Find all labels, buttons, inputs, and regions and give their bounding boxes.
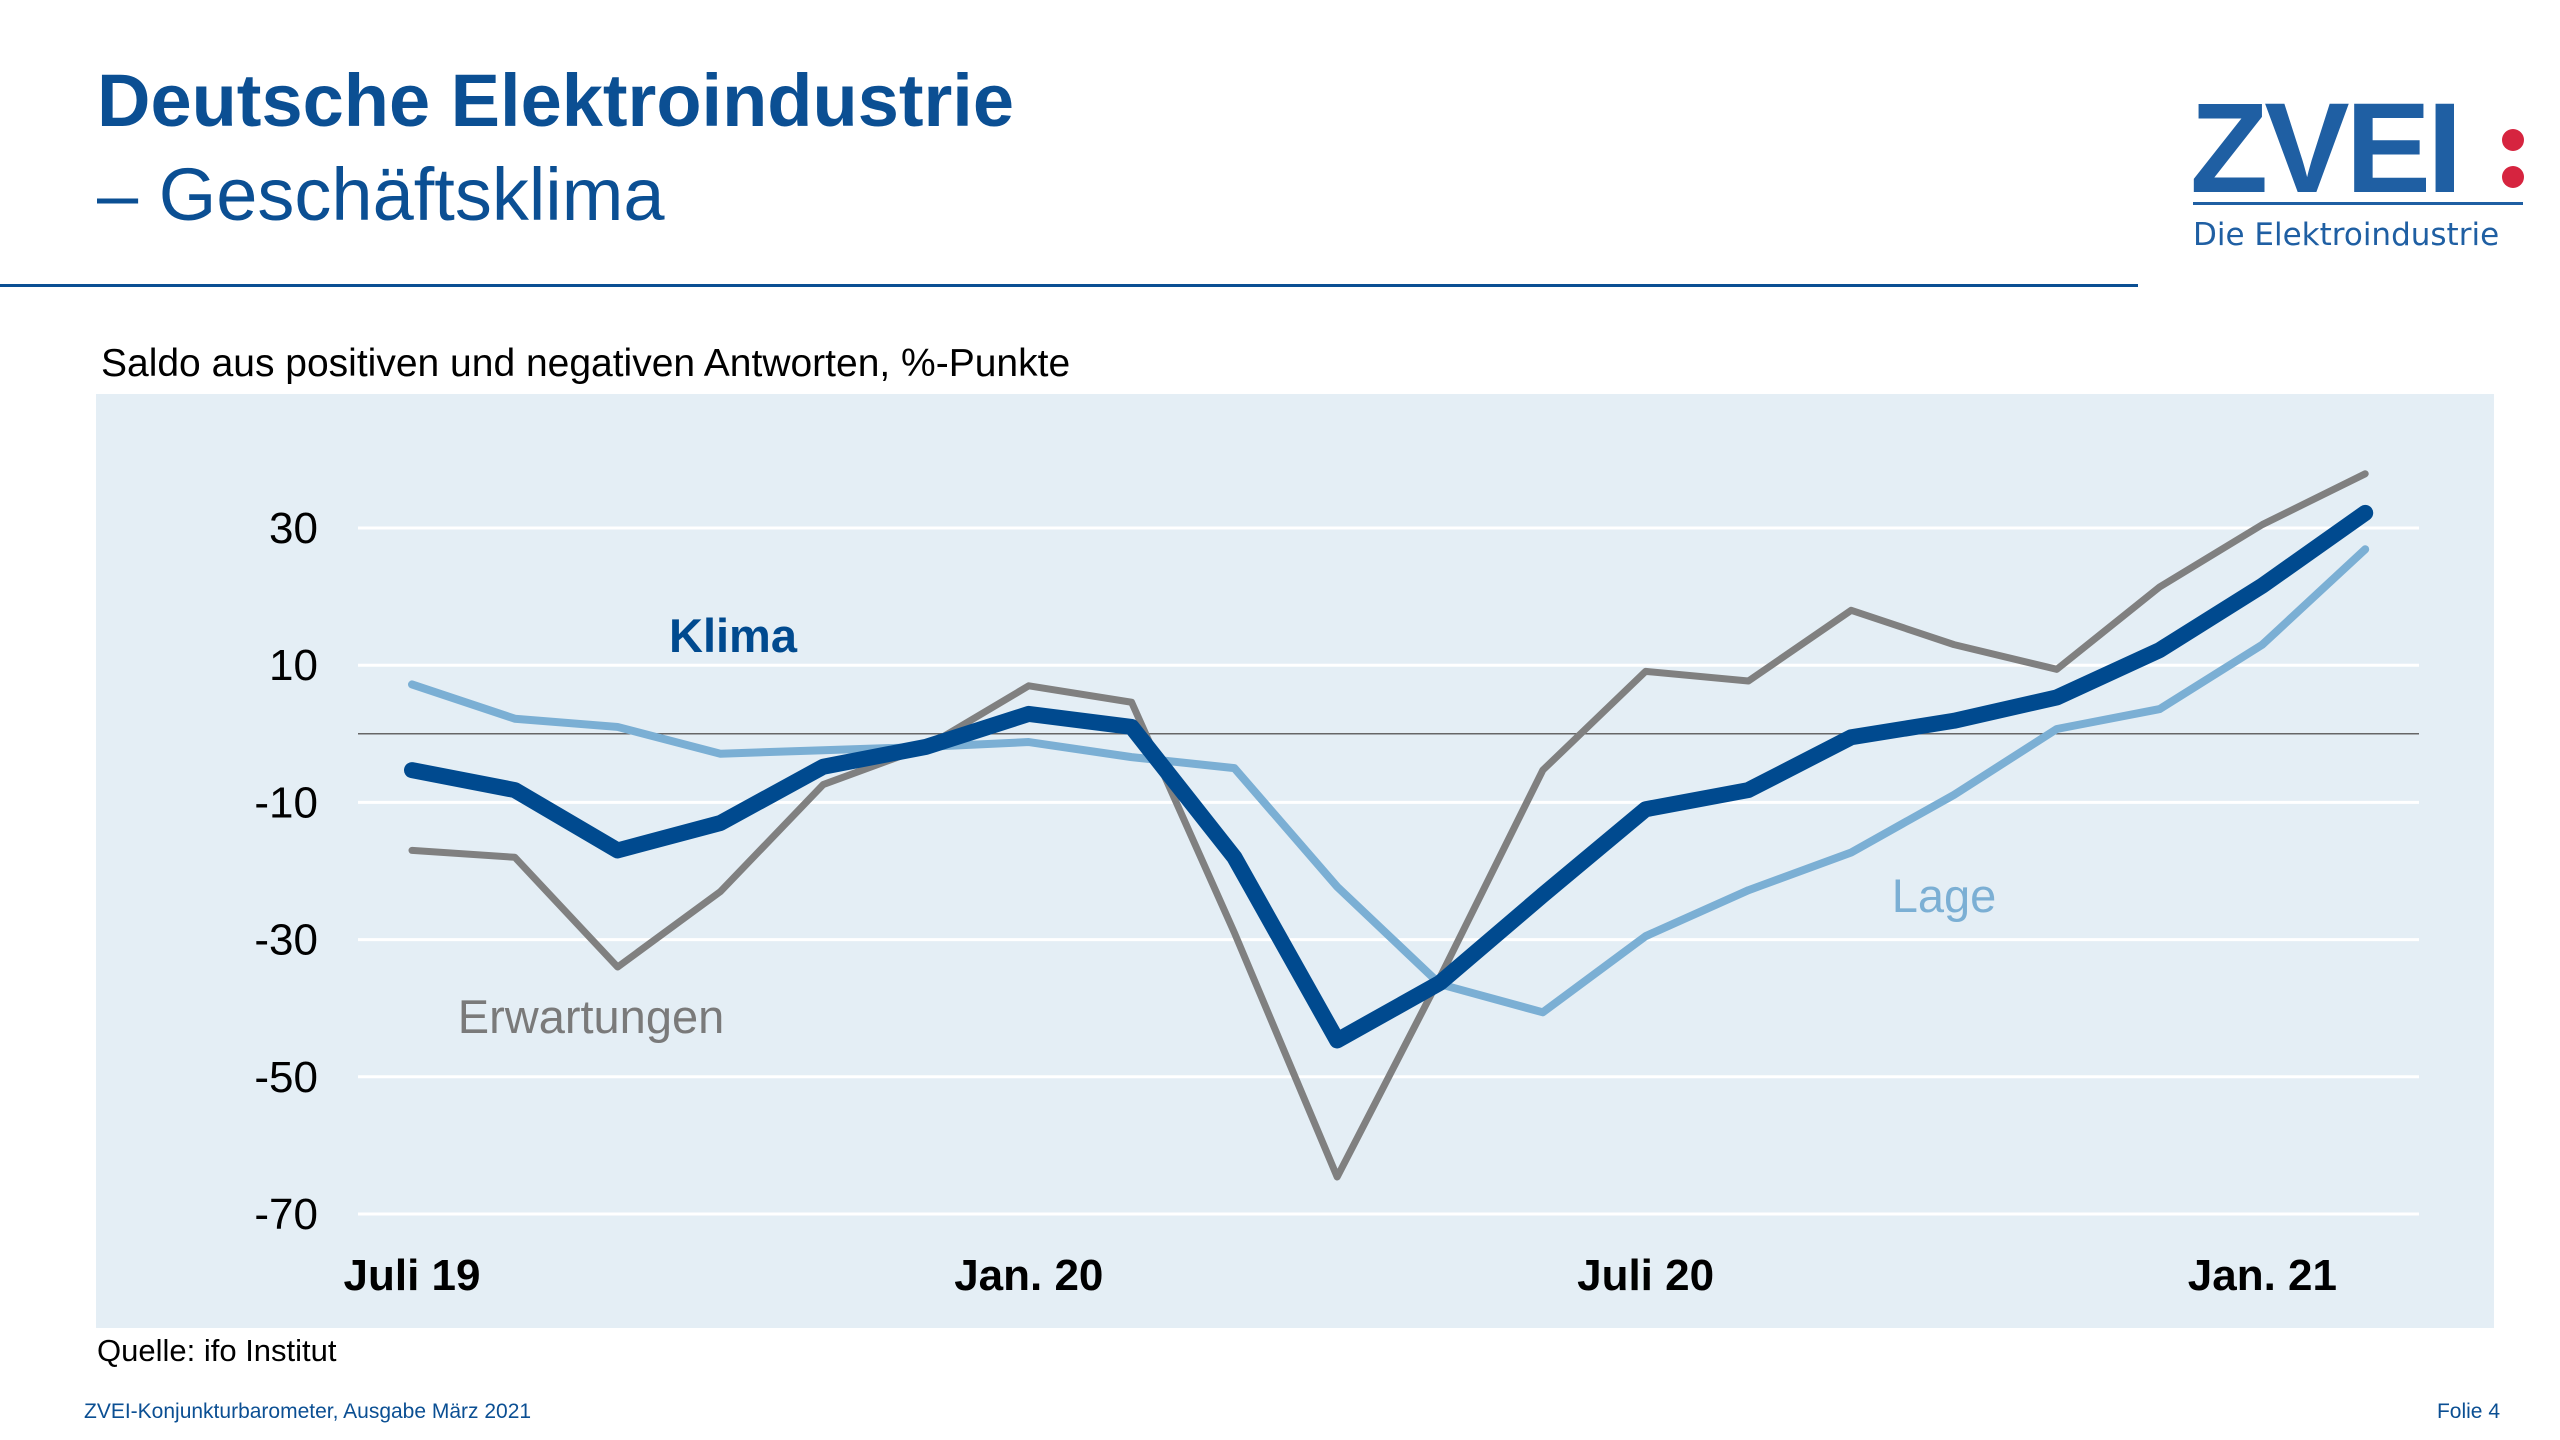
data-point-erwartungen xyxy=(1747,680,1749,682)
data-point-erwartungen xyxy=(2364,473,2366,475)
data-point-klima xyxy=(617,849,619,851)
data-point-lage xyxy=(822,749,824,751)
footer-publication: ZVEI-Konjunkturbarometer, Ausgabe März 2… xyxy=(84,1400,532,1423)
data-point-klima xyxy=(2056,696,2058,698)
data-point-erwartungen xyxy=(1131,701,1133,703)
y-tick-label: -10 xyxy=(254,778,318,827)
data-point-klima xyxy=(925,746,927,748)
data-point-klima xyxy=(1953,720,1955,722)
data-point-klima xyxy=(1131,726,1133,728)
data-point-erwartungen xyxy=(514,856,516,858)
data-point-lage xyxy=(2056,728,2058,730)
data-point-erwartungen xyxy=(2261,524,2263,526)
data-point-lage xyxy=(1028,741,1030,743)
zvei-logo: ZVEI Die Elektroindustrie xyxy=(2190,80,2524,253)
data-point-erwartungen xyxy=(411,849,413,851)
series-label-klima: Klima xyxy=(669,609,798,662)
data-point-klima xyxy=(1233,856,1235,858)
x-tick-label: Jan. 20 xyxy=(954,1251,1103,1300)
data-point-erwartungen xyxy=(1850,609,1852,611)
data-point-lage xyxy=(1747,889,1749,891)
data-point-klima xyxy=(1850,736,1852,738)
data-point-erwartungen xyxy=(1233,932,1235,934)
data-point-lage xyxy=(2261,644,2263,646)
data-point-klima xyxy=(2159,649,2161,651)
data-point-klima xyxy=(1542,894,1544,896)
source-note: Quelle: ifo Institut xyxy=(97,1333,337,1368)
svg-text:ZVEI: ZVEI xyxy=(2190,80,2459,220)
data-point-erwartungen xyxy=(2159,586,2161,588)
data-point-lage xyxy=(1233,767,1235,769)
data-point-lage xyxy=(1131,756,1133,758)
y-tick-label: 30 xyxy=(269,504,318,553)
series-line-klima xyxy=(404,504,2374,1049)
data-point-lage xyxy=(1953,794,1955,796)
data-point-lage xyxy=(514,718,516,720)
page-subtitle: – Geschäftsklima xyxy=(97,153,665,236)
svg-text:Die Elektroindustrie: Die Elektroindustrie xyxy=(2193,217,2499,253)
data-point-klima xyxy=(822,766,824,768)
data-point-erwartungen xyxy=(1028,685,1030,687)
data-point-klima xyxy=(411,769,413,771)
data-point-klima xyxy=(1439,982,1441,984)
x-tick-label: Juli 19 xyxy=(344,1251,481,1300)
data-point-lage xyxy=(1850,851,1852,853)
data-point-klima xyxy=(2261,585,2263,587)
data-point-klima xyxy=(514,789,516,791)
data-point-lage xyxy=(1336,886,1338,888)
y-tick-label: -50 xyxy=(254,1053,318,1102)
plot-background xyxy=(96,394,2494,1328)
x-tick-label: Juli 20 xyxy=(1577,1251,1714,1300)
chart-subtitle: Saldo aus positiven und negativen Antwor… xyxy=(101,342,1071,385)
data-point-erwartungen xyxy=(1645,670,1647,672)
series-label-lage: Lage xyxy=(1892,869,1997,922)
series-line-lage xyxy=(408,545,2370,1017)
data-point-klima xyxy=(1336,1039,1338,1041)
page-title: Deutsche Elektroindustrie xyxy=(97,59,1015,142)
data-point-klima xyxy=(1747,789,1749,791)
data-point-lage xyxy=(411,683,413,685)
data-point-lage xyxy=(2364,548,2366,550)
data-point-lage xyxy=(617,726,619,728)
data-point-erwartungen xyxy=(1953,644,1955,646)
y-tick-label: -70 xyxy=(254,1190,318,1239)
data-point-lage xyxy=(719,753,721,755)
data-point-klima xyxy=(719,822,721,824)
data-point-erwartungen xyxy=(1336,1176,1338,1178)
data-point-erwartungen xyxy=(617,966,619,968)
data-point-lage xyxy=(1645,935,1647,937)
data-point-lage xyxy=(2159,708,2161,710)
data-point-erwartungen xyxy=(1542,769,1544,771)
data-point-erwartungen xyxy=(2056,668,2058,670)
data-point-klima xyxy=(1028,713,1030,715)
header-divider xyxy=(0,284,2138,287)
data-point-klima xyxy=(1645,808,1647,810)
data-point-lage xyxy=(1542,1011,1544,1013)
x-tick-label: Jan. 21 xyxy=(2188,1251,2337,1300)
y-tick-label: -30 xyxy=(254,916,318,965)
data-point-erwartungen xyxy=(822,784,824,786)
series-label-erwartungen: Erwartungen xyxy=(458,990,725,1043)
series-line-erwartungen xyxy=(408,470,2369,1181)
y-tick-label: 10 xyxy=(269,641,318,690)
slide-number: Folie 4 xyxy=(2436,1400,2500,1423)
data-point-erwartungen xyxy=(719,891,721,893)
data-point-klima xyxy=(2364,512,2366,514)
